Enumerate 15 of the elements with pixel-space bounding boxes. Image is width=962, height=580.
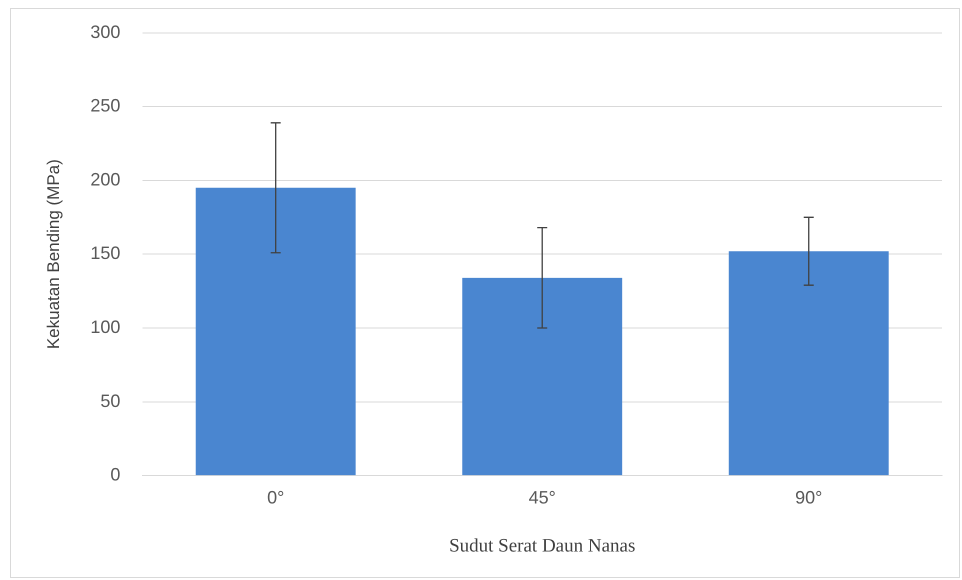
y-tick-label: 200 bbox=[90, 169, 120, 190]
y-axis-title: Kekuatan Bending (MPa) bbox=[44, 159, 63, 350]
x-tick-label: 0° bbox=[267, 487, 284, 508]
y-tick-label: 300 bbox=[90, 22, 120, 42]
y-tick-label: 250 bbox=[90, 96, 120, 116]
y-tick-label: 150 bbox=[90, 243, 120, 264]
x-tick-label: 45° bbox=[528, 487, 556, 508]
bar bbox=[462, 278, 622, 476]
bar bbox=[728, 251, 889, 476]
y-tick-label: 0 bbox=[110, 464, 120, 485]
bar bbox=[196, 188, 356, 476]
y-tick-label: 50 bbox=[100, 390, 120, 411]
y-tick-label: 100 bbox=[90, 316, 120, 337]
x-tick-label: 90° bbox=[795, 487, 822, 508]
x-axis-title: Sudut Serat Daun Nanas bbox=[449, 536, 636, 557]
